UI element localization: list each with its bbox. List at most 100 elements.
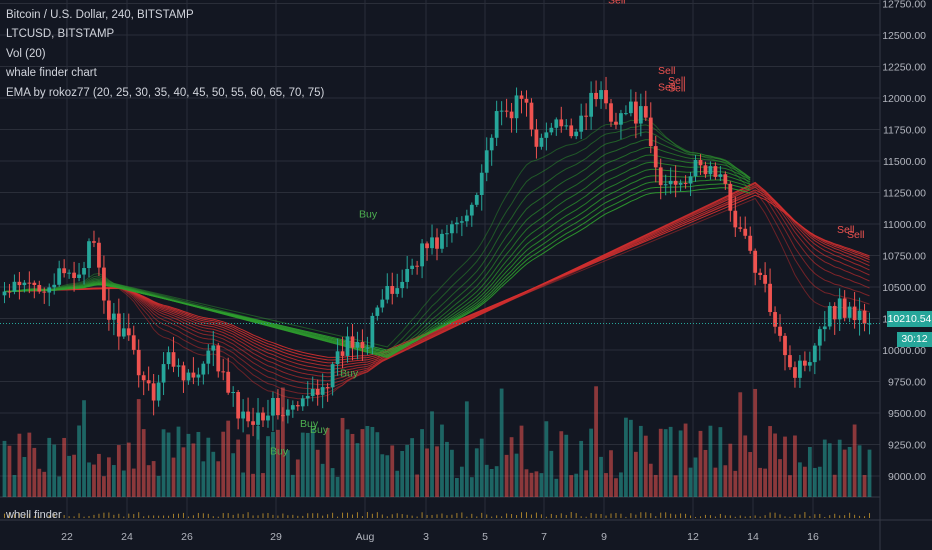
candle <box>599 90 603 100</box>
whale-bar <box>849 512 851 518</box>
whale-bar <box>714 516 716 518</box>
volume-bar <box>310 428 315 497</box>
volume-bar <box>72 454 76 497</box>
last-price-badge: 10210.54 <box>887 311 932 327</box>
candle <box>758 272 763 276</box>
whale-bar <box>739 515 741 518</box>
legend-indicator-whale[interactable]: whale finder chart <box>6 67 97 80</box>
time-tick-label: 24 <box>121 531 133 543</box>
whale-bar <box>252 515 254 518</box>
sell-signal: Sell <box>668 75 686 87</box>
volume-bar <box>285 450 290 497</box>
volume-bar <box>87 462 91 497</box>
volume-bar <box>350 433 355 497</box>
candle <box>345 336 350 356</box>
sub-pane-label[interactable]: whell finder <box>6 509 62 521</box>
volume-bar <box>564 434 569 497</box>
volume-bar <box>116 445 121 497</box>
candle <box>261 412 265 421</box>
whale-bar <box>43 516 45 518</box>
candle <box>32 282 37 286</box>
candle <box>663 184 668 186</box>
candle <box>22 282 27 286</box>
volume-bar <box>728 443 733 497</box>
candle <box>862 310 867 324</box>
candle <box>778 326 782 336</box>
candle <box>102 267 106 301</box>
volume-bar <box>410 438 415 497</box>
price-tick-label: 12750.00 <box>882 0 926 11</box>
ema-line <box>4 131 751 357</box>
volume-bar <box>256 426 260 497</box>
volume-bar <box>703 449 708 497</box>
legend-indicator-ema[interactable]: EMA by rokoz77 (20, 25, 30, 35, 40, 45, … <box>6 86 325 99</box>
candle <box>380 299 385 308</box>
candle <box>852 306 857 321</box>
whale-bar <box>550 513 552 518</box>
candle <box>206 350 211 364</box>
candle <box>246 411 250 422</box>
candle <box>832 305 837 320</box>
whale-bar <box>481 512 483 518</box>
candle <box>400 281 405 289</box>
whale-bar <box>456 513 458 518</box>
whale-bar <box>182 512 184 518</box>
candle <box>524 98 529 103</box>
whale-bar <box>829 515 831 518</box>
whale-bar <box>168 515 170 518</box>
volume-bar <box>614 478 618 497</box>
volume-bar <box>509 437 514 497</box>
volume-bar <box>713 467 718 497</box>
sell-signal: Sell <box>608 0 626 7</box>
whale-bar <box>625 516 627 518</box>
whale-bar <box>675 514 677 518</box>
candle <box>27 282 32 284</box>
candle <box>723 174 728 184</box>
whale-bar <box>347 512 349 518</box>
ema-ribbon-bull <box>4 118 751 359</box>
candle <box>191 372 196 378</box>
volume-bar <box>146 465 151 497</box>
candle <box>519 95 524 99</box>
ema-line <box>4 124 751 353</box>
time-tick-label: 7 <box>541 531 547 543</box>
ema-line <box>4 147 751 359</box>
whale-bar <box>834 513 836 518</box>
candle <box>698 159 703 166</box>
whale-bar <box>257 515 259 518</box>
candle <box>817 329 822 346</box>
volume-bar <box>131 468 136 497</box>
volume-bar <box>400 450 405 497</box>
whale-bar <box>869 513 871 518</box>
candle <box>52 284 57 288</box>
whale-bar <box>610 513 612 518</box>
time-axis[interactable]: 22 24 26 29 Aug 3 5 7 9 12 14 16 <box>61 531 819 543</box>
volume-bar <box>624 417 628 497</box>
volume-bar <box>57 476 62 497</box>
volume-bar <box>822 439 827 497</box>
volume-bar <box>837 439 842 497</box>
legend-compare[interactable]: LTCUSD, BITSTAMP <box>6 28 115 41</box>
candle <box>420 243 424 267</box>
legend-symbol[interactable]: Bitcoin / U.S. Dollar, 240, BITSTAMP <box>6 9 194 21</box>
candle <box>181 365 186 381</box>
volume-bar <box>156 475 161 497</box>
whale-bar <box>769 512 771 518</box>
candle <box>320 387 325 395</box>
whale-bar <box>620 513 622 518</box>
candle <box>455 222 459 225</box>
whale-bar <box>292 514 294 518</box>
volume-bar <box>494 466 499 497</box>
whale-bar <box>202 513 204 518</box>
volume-bar <box>251 473 255 497</box>
volume-bar <box>738 392 743 497</box>
sell-signal: Sell <box>837 224 855 236</box>
buy-signal: Buy <box>359 209 378 221</box>
ema-line <box>4 187 751 351</box>
whale-bar <box>297 515 299 518</box>
volume-bar <box>668 426 673 497</box>
whale-bar <box>441 513 443 518</box>
legend-volume[interactable]: Vol (20) <box>6 47 46 60</box>
candle <box>370 315 375 348</box>
